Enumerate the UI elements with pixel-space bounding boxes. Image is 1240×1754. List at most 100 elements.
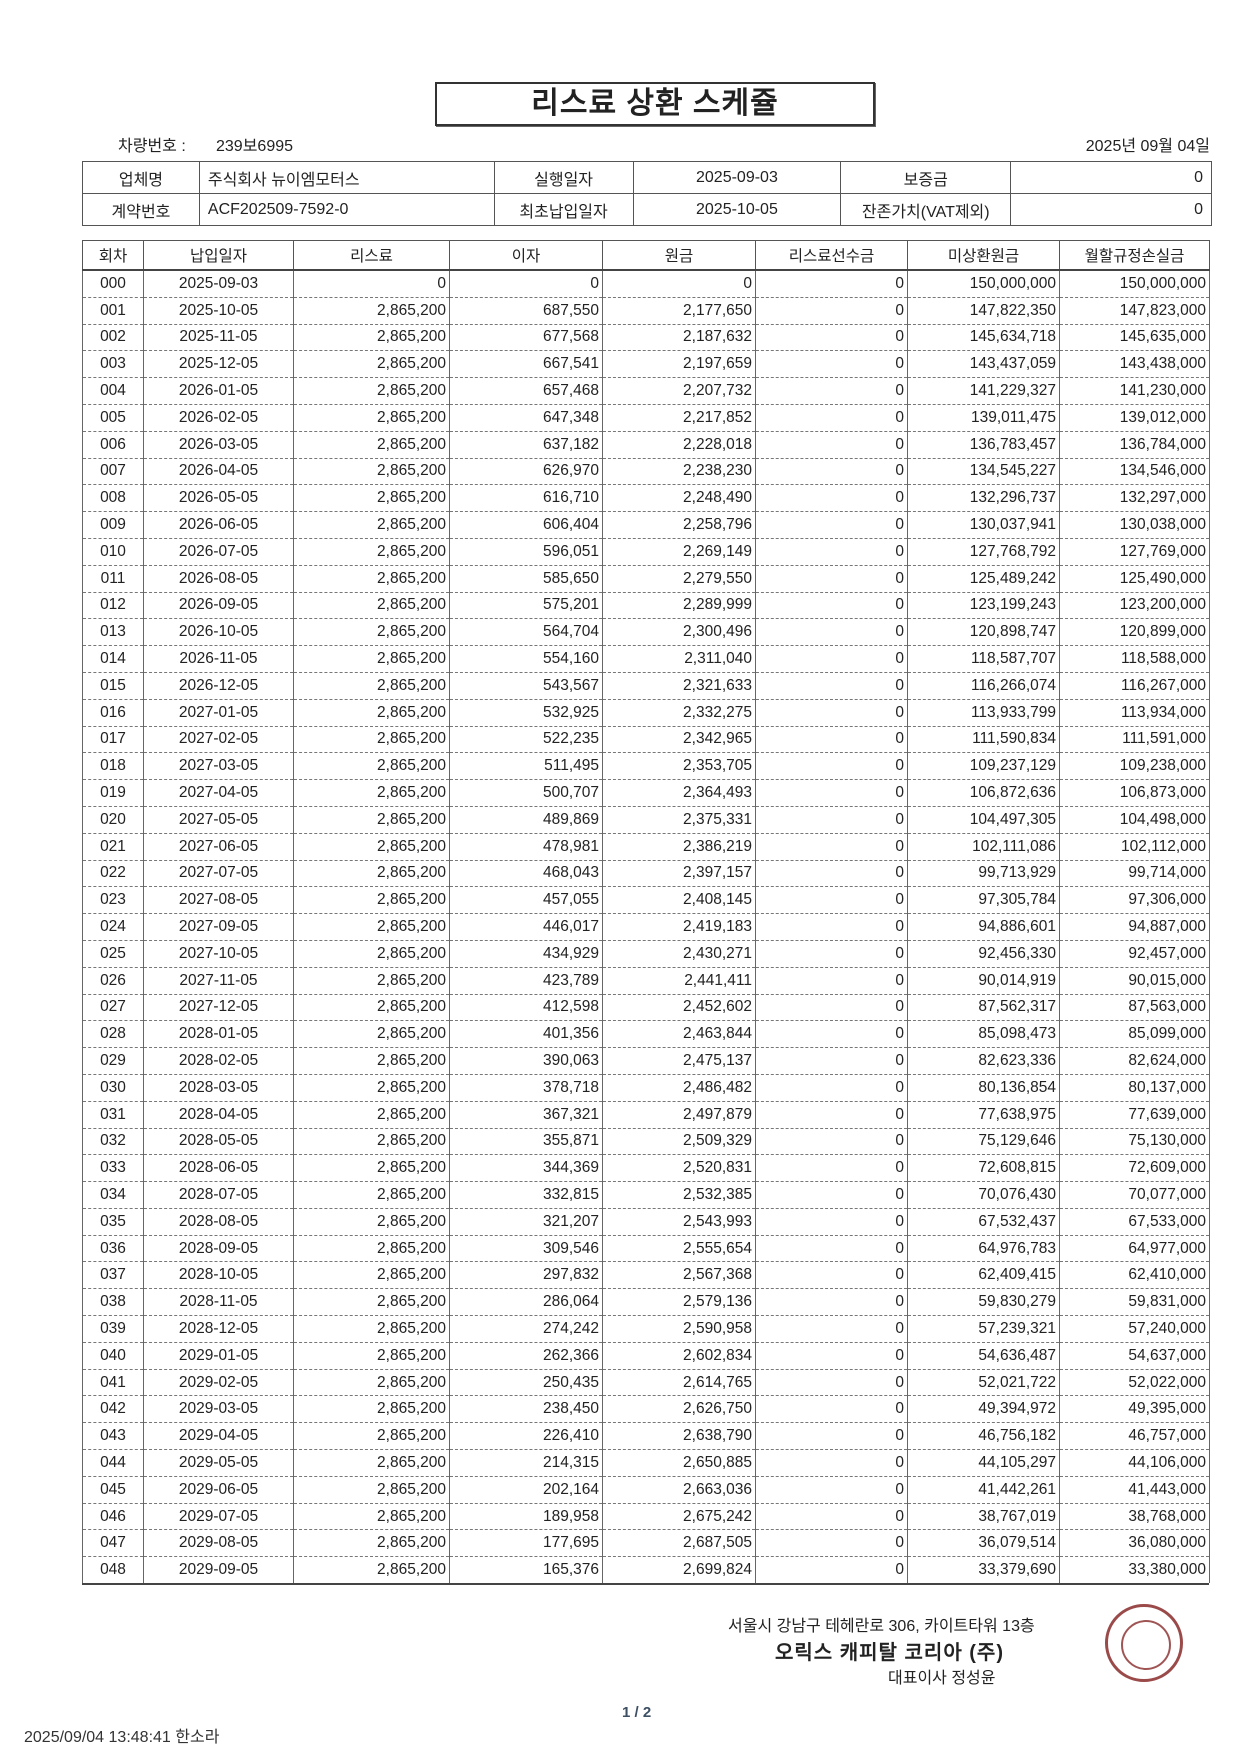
cell-outstanding-principal: 57,239,321 bbox=[907, 1315, 1060, 1343]
cell-prepaid-fee: 0 bbox=[755, 886, 908, 915]
cell-outstanding-principal: 54,636,487 bbox=[907, 1342, 1060, 1370]
cell-lease-fee: 2,865,200 bbox=[293, 350, 450, 379]
cell-prepaid-fee: 0 bbox=[755, 1369, 908, 1397]
cell-prepaid-fee: 0 bbox=[755, 1315, 908, 1343]
cell-lease-fee: 2,865,200 bbox=[293, 1101, 450, 1129]
cell-interest: 637,182 bbox=[449, 431, 603, 459]
cell-principal: 2,579,136 bbox=[602, 1288, 756, 1317]
cell-prepaid-fee: 0 bbox=[755, 592, 908, 620]
cell-prepaid-fee: 0 bbox=[755, 377, 908, 405]
cell-outstanding-principal: 130,037,941 bbox=[907, 511, 1060, 539]
cell-pay-date: 2028-04-05 bbox=[143, 1101, 294, 1129]
table-row: 021 2027-06-05 2,865,200 478,981 2,386,219 0 1… bbox=[82, 833, 1210, 861]
table-row: 024 2027-09-05 2,865,200 446,017 2,419,183 0 9… bbox=[82, 913, 1210, 941]
cell-loss-amount: 125,490,000 bbox=[1059, 565, 1210, 593]
cell-principal: 2,687,505 bbox=[602, 1529, 756, 1558]
cell-pay-date: 2027-04-05 bbox=[143, 779, 294, 807]
cell-round: 036 bbox=[82, 1235, 144, 1263]
cell-loss-amount: 67,533,000 bbox=[1059, 1208, 1210, 1236]
cell-interest: 309,546 bbox=[449, 1235, 603, 1263]
cell-principal: 2,509,329 bbox=[602, 1128, 756, 1156]
cell-prepaid-fee: 0 bbox=[755, 752, 908, 781]
contract-label: 계약번호 bbox=[82, 193, 200, 226]
cell-outstanding-principal: 109,237,129 bbox=[907, 752, 1060, 781]
cell-pay-date: 2026-02-05 bbox=[143, 404, 294, 432]
cell-round: 018 bbox=[82, 752, 144, 781]
deposit: 0 bbox=[1010, 161, 1212, 194]
cell-lease-fee: 2,865,200 bbox=[293, 752, 450, 781]
table-row: 029 2028-02-05 2,865,200 390,063 2,475,137 0 8… bbox=[82, 1047, 1210, 1075]
cell-lease-fee: 2,865,200 bbox=[293, 699, 450, 727]
cell-interest: 401,356 bbox=[449, 1020, 603, 1049]
cell-lease-fee: 0 bbox=[293, 270, 450, 298]
company-name-footer: 오릭스 캐피탈 코리아 (주) bbox=[775, 1642, 1004, 1664]
cell-round: 030 bbox=[82, 1074, 144, 1102]
cell-outstanding-principal: 94,886,601 bbox=[907, 913, 1060, 941]
deposit-label: 보증금 bbox=[840, 161, 1012, 194]
cell-round: 035 bbox=[82, 1208, 144, 1236]
residual-value: 0 bbox=[1010, 193, 1212, 226]
cell-lease-fee: 2,865,200 bbox=[293, 377, 450, 405]
cell-loss-amount: 77,639,000 bbox=[1059, 1101, 1210, 1129]
cell-outstanding-principal: 90,014,919 bbox=[907, 967, 1060, 995]
cell-lease-fee: 2,865,200 bbox=[293, 592, 450, 620]
cell-round: 005 bbox=[82, 404, 144, 432]
cell-outstanding-principal: 59,830,279 bbox=[907, 1288, 1060, 1317]
cell-prepaid-fee: 0 bbox=[755, 967, 908, 995]
cell-interest: 478,981 bbox=[449, 833, 603, 861]
cell-outstanding-principal: 85,098,473 bbox=[907, 1020, 1060, 1049]
table-row: 039 2028-12-05 2,865,200 274,242 2,590,958 0 5… bbox=[82, 1315, 1210, 1343]
cell-outstanding-principal: 102,111,086 bbox=[907, 833, 1060, 861]
cell-pay-date: 2027-02-05 bbox=[143, 726, 294, 754]
table-row: 040 2029-01-05 2,865,200 262,366 2,602,834 0 5… bbox=[82, 1342, 1210, 1370]
cell-loss-amount: 41,443,000 bbox=[1059, 1476, 1210, 1504]
cell-lease-fee: 2,865,200 bbox=[293, 1128, 450, 1156]
cell-outstanding-principal: 49,394,972 bbox=[907, 1395, 1060, 1424]
cell-principal: 2,590,958 bbox=[602, 1315, 756, 1343]
cell-lease-fee: 2,865,200 bbox=[293, 1315, 450, 1343]
cell-round: 011 bbox=[82, 565, 144, 593]
cell-round: 045 bbox=[82, 1476, 144, 1504]
cell-round: 034 bbox=[82, 1181, 144, 1209]
cell-pay-date: 2026-04-05 bbox=[143, 458, 294, 486]
cell-lease-fee: 2,865,200 bbox=[293, 726, 450, 754]
cell-pay-date: 2025-12-05 bbox=[143, 350, 294, 379]
table-row: 038 2028-11-05 2,865,200 286,064 2,579,136 0 5… bbox=[82, 1288, 1210, 1317]
cell-lease-fee: 2,865,200 bbox=[293, 886, 450, 915]
cell-pay-date: 2027-01-05 bbox=[143, 699, 294, 727]
cell-principal: 2,258,796 bbox=[602, 511, 756, 539]
first-pay-label: 최초납입일자 bbox=[493, 193, 634, 226]
table-row: 003 2025-12-05 2,865,200 667,541 2,197,659 0 1… bbox=[82, 350, 1210, 379]
cell-round: 042 bbox=[82, 1395, 144, 1424]
table-row: 042 2029-03-05 2,865,200 238,450 2,626,750 0 4… bbox=[82, 1395, 1210, 1424]
cell-interest: 423,789 bbox=[449, 967, 603, 995]
cell-interest: 177,695 bbox=[449, 1529, 603, 1558]
cell-prepaid-fee: 0 bbox=[755, 1529, 908, 1558]
cell-interest: 575,201 bbox=[449, 592, 603, 620]
cell-loss-amount: 94,887,000 bbox=[1059, 913, 1210, 941]
cell-principal: 2,650,885 bbox=[602, 1449, 756, 1477]
cell-prepaid-fee: 0 bbox=[755, 833, 908, 861]
cell-lease-fee: 2,865,200 bbox=[293, 1288, 450, 1317]
cell-pay-date: 2027-08-05 bbox=[143, 886, 294, 915]
cell-interest: 585,650 bbox=[449, 565, 603, 593]
cell-outstanding-principal: 123,199,243 bbox=[907, 592, 1060, 620]
cell-interest: 214,315 bbox=[449, 1449, 603, 1477]
cell-outstanding-principal: 36,079,514 bbox=[907, 1529, 1060, 1558]
cell-prepaid-fee: 0 bbox=[755, 940, 908, 968]
cell-principal: 2,638,790 bbox=[602, 1422, 756, 1451]
cell-lease-fee: 2,865,200 bbox=[293, 1476, 450, 1504]
cell-prepaid-fee: 0 bbox=[755, 699, 908, 727]
cell-pay-date: 2026-03-05 bbox=[143, 431, 294, 459]
cell-lease-fee: 2,865,200 bbox=[293, 1261, 450, 1290]
cell-lease-fee: 2,865,200 bbox=[293, 1503, 450, 1531]
cell-round: 033 bbox=[82, 1154, 144, 1183]
table-row: 022 2027-07-05 2,865,200 468,043 2,397,157 0 9… bbox=[82, 860, 1210, 888]
cell-pay-date: 2026-08-05 bbox=[143, 565, 294, 593]
cell-prepaid-fee: 0 bbox=[755, 511, 908, 539]
table-row: 007 2026-04-05 2,865,200 626,970 2,238,230 0 1… bbox=[82, 458, 1210, 486]
cell-lease-fee: 2,865,200 bbox=[293, 1529, 450, 1558]
cell-loss-amount: 49,395,000 bbox=[1059, 1395, 1210, 1424]
cell-round: 002 bbox=[82, 324, 144, 352]
company-address: 서울시 강남구 테헤란로 306, 카이트타워 13층 bbox=[728, 1618, 1035, 1635]
